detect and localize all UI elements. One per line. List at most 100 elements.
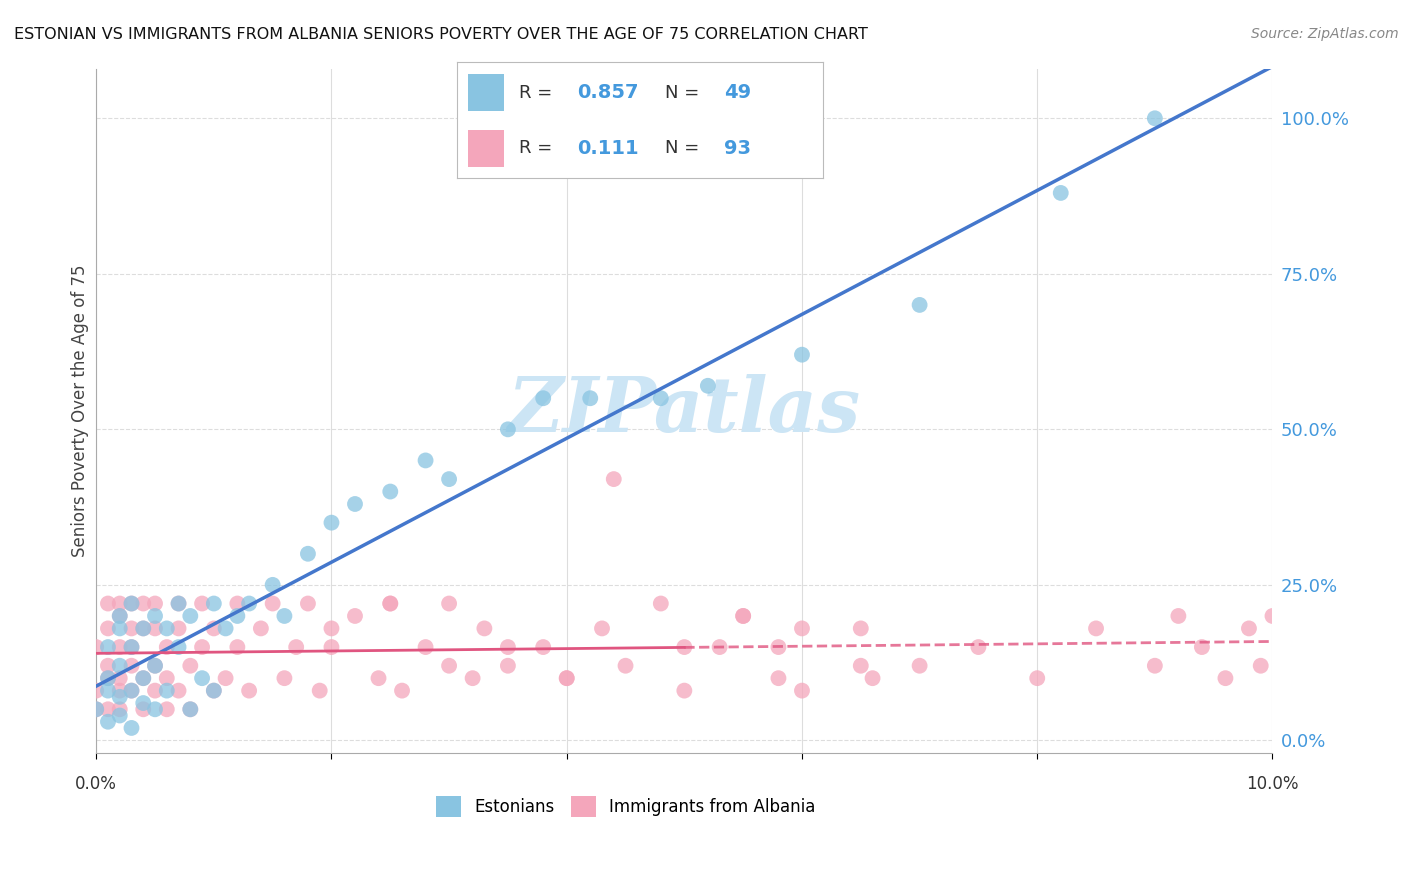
Point <box>143 658 166 673</box>
Point <box>97 621 120 635</box>
Point <box>733 609 755 624</box>
Point <box>121 640 143 654</box>
Point <box>321 621 343 635</box>
Point <box>132 621 155 635</box>
Point <box>768 640 790 654</box>
Point <box>285 640 308 654</box>
Point <box>262 578 284 592</box>
Point <box>121 640 143 654</box>
Point <box>132 671 155 685</box>
Point <box>143 609 166 624</box>
Point <box>97 597 120 611</box>
Point <box>121 721 143 735</box>
Point <box>108 702 131 716</box>
Text: 10.0%: 10.0% <box>1246 774 1299 793</box>
Point <box>84 702 107 716</box>
Point <box>1049 186 1071 200</box>
Point <box>343 497 366 511</box>
Point <box>84 640 107 654</box>
Text: 49: 49 <box>724 83 751 102</box>
Point <box>862 671 884 685</box>
Point <box>555 671 578 685</box>
Point <box>849 621 872 635</box>
Point <box>226 609 249 624</box>
Point <box>380 597 402 611</box>
Point <box>1143 658 1166 673</box>
Point <box>673 640 696 654</box>
Point <box>156 683 179 698</box>
FancyBboxPatch shape <box>468 74 505 112</box>
Point <box>132 671 155 685</box>
Point <box>380 484 402 499</box>
Point <box>1026 671 1049 685</box>
Point <box>143 702 166 716</box>
Text: N =: N = <box>665 139 706 157</box>
Point <box>97 702 120 716</box>
Point <box>650 597 672 611</box>
Point <box>908 298 931 312</box>
Point <box>156 702 179 716</box>
Point <box>380 597 402 611</box>
Point <box>191 640 214 654</box>
Point <box>496 658 519 673</box>
Point <box>967 640 990 654</box>
Point <box>121 658 143 673</box>
Point <box>121 683 143 698</box>
Point <box>132 597 155 611</box>
Text: R =: R = <box>519 139 558 157</box>
Point <box>790 348 813 362</box>
Point <box>108 708 131 723</box>
Point <box>1237 621 1260 635</box>
Point <box>84 683 107 698</box>
Point <box>156 640 179 654</box>
Point <box>108 640 131 654</box>
Point <box>97 640 120 654</box>
Point <box>121 597 143 611</box>
Point <box>1167 609 1189 624</box>
Point <box>733 609 755 624</box>
Point <box>673 683 696 698</box>
Point <box>167 597 190 611</box>
Point <box>108 609 131 624</box>
Point <box>273 671 295 685</box>
Point <box>367 671 389 685</box>
Point <box>696 378 718 392</box>
Point <box>132 702 155 716</box>
Point <box>167 683 190 698</box>
Point <box>143 658 166 673</box>
Point <box>108 690 131 704</box>
Point <box>238 597 260 611</box>
Point <box>273 609 295 624</box>
Point <box>108 597 131 611</box>
Point <box>179 609 201 624</box>
Point <box>121 683 143 698</box>
Point <box>849 658 872 673</box>
Point <box>391 683 413 698</box>
Point <box>908 658 931 673</box>
Point <box>156 671 179 685</box>
Point <box>191 671 214 685</box>
Y-axis label: Seniors Poverty Over the Age of 75: Seniors Poverty Over the Age of 75 <box>72 264 89 557</box>
Point <box>437 597 460 611</box>
Point <box>108 658 131 673</box>
Point <box>179 702 201 716</box>
Point <box>1191 640 1213 654</box>
Text: N =: N = <box>665 84 706 102</box>
Point <box>768 671 790 685</box>
Point <box>437 472 460 486</box>
Point <box>321 516 343 530</box>
Point <box>202 597 225 611</box>
Point <box>262 597 284 611</box>
Point <box>709 640 731 654</box>
Point <box>179 702 201 716</box>
Point <box>308 683 330 698</box>
Point <box>321 640 343 654</box>
Point <box>238 683 260 698</box>
Point <box>202 621 225 635</box>
Point <box>132 696 155 710</box>
Point <box>97 671 120 685</box>
Point <box>97 658 120 673</box>
Point <box>84 702 107 716</box>
Point <box>143 683 166 698</box>
Point <box>108 671 131 685</box>
